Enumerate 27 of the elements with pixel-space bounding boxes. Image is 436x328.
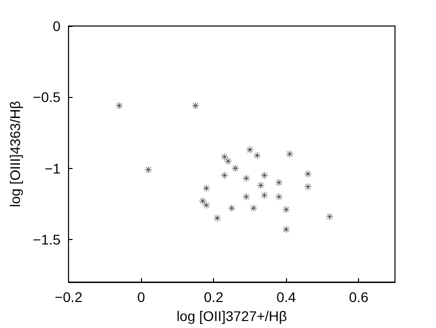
x-axis-title: log [OII]3727+/Hβ [176,308,287,324]
y-tick-label: −1.5 [32,231,61,248]
point [246,146,254,154]
x-tick-label: 0.2 [204,289,224,306]
point [202,184,210,192]
point [228,204,236,212]
x-tick-label: 0.6 [348,289,369,306]
point [304,183,312,190]
point [286,150,294,158]
point [260,192,268,199]
point [275,193,282,200]
y-tick-label: −0.5 [32,89,61,106]
x-tick-label: −0.2 [54,289,83,306]
point [214,214,221,222]
point [254,152,261,159]
x-tick-label: 0.4 [276,289,296,306]
y-tick-label: −1 [44,160,61,176]
y-axis-title: log [OIII]4363/Hβ [7,100,23,208]
y-tick-label: 0 [52,18,61,34]
point [282,206,290,214]
point [224,158,232,165]
point [282,226,290,233]
point [260,172,268,179]
x-tick-label: 0 [137,289,146,306]
point [192,102,199,110]
point [232,164,239,172]
point [199,198,206,204]
